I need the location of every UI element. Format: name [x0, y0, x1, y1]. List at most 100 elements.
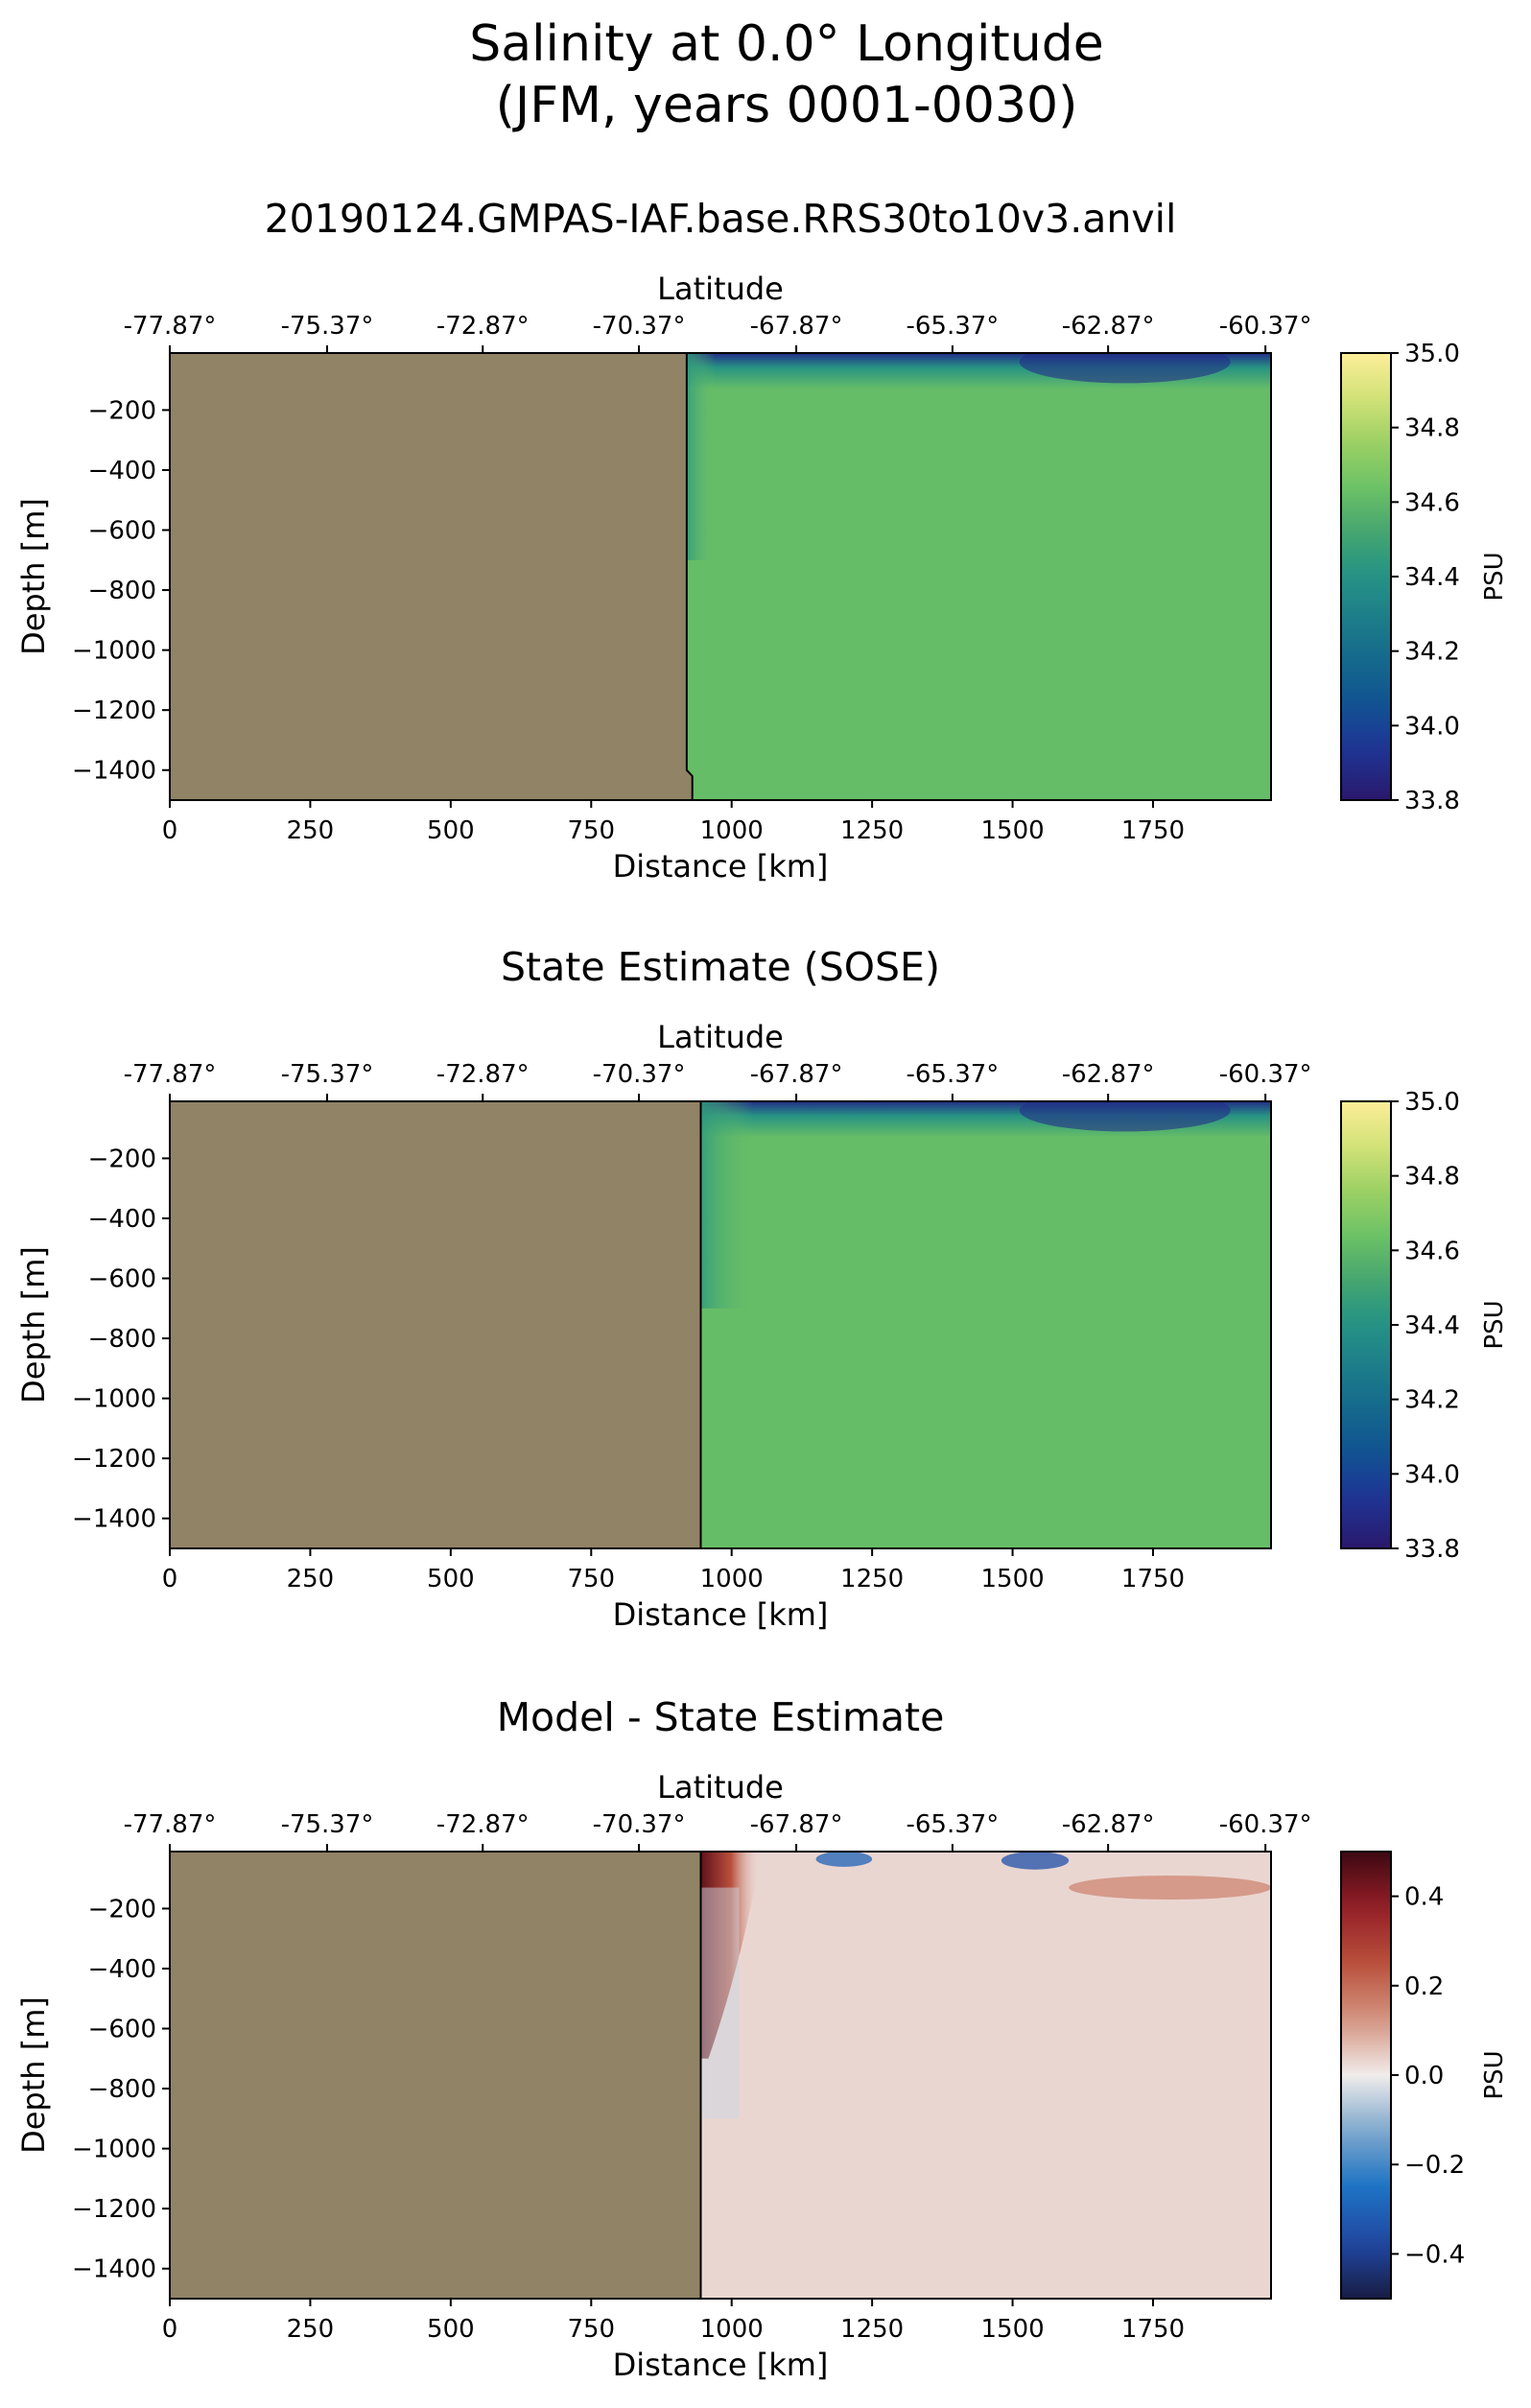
y-tick-label: −600 — [88, 1265, 156, 1294]
top-tick-label: -67.87° — [750, 1060, 843, 1089]
y-tick-label: −1200 — [72, 2195, 156, 2224]
x-axis-label: Distance [km] — [613, 848, 829, 885]
colorbar-tick-label: 33.8 — [1404, 1535, 1460, 1564]
colorbar-label: PSU — [1480, 2050, 1509, 2099]
x-tick-label: 1750 — [1121, 816, 1185, 845]
y-tick-label: −1400 — [72, 1505, 156, 1534]
x-tick-label: 1750 — [1121, 1565, 1185, 1594]
anomaly-positive_subsurface_anomaly — [1069, 1876, 1271, 1900]
y-tick-label: −800 — [88, 577, 156, 605]
land-mask — [170, 353, 693, 800]
colorbar-label: PSU — [1480, 552, 1509, 601]
y-tick-label: −200 — [88, 396, 156, 425]
top-tick-label: -72.87° — [436, 312, 530, 341]
salinity-field — [170, 1101, 1271, 1548]
colorbar-tick-label: 34.6 — [1404, 488, 1460, 517]
chart-panel-1: 20190124.GMPAS-IAF.base.RRS30to10v3.anvi… — [15, 196, 1509, 885]
colorbar-tick-label: −0.4 — [1404, 2240, 1465, 2269]
land-mask — [170, 1101, 701, 1548]
x-tick-label: 250 — [287, 2315, 335, 2344]
top-tick-label: -65.37° — [906, 1810, 999, 1839]
x-tick-label: 0 — [162, 1565, 178, 1594]
colorbar-tick-label: 34.0 — [1404, 1460, 1460, 1489]
colorbar-tick-label: 34.4 — [1404, 563, 1460, 592]
colorbar-tick-label: 0.4 — [1404, 1883, 1444, 1912]
colorbar-tick-label: 34.0 — [1404, 712, 1460, 741]
colorbar-tick-label: 34.4 — [1404, 1311, 1460, 1340]
top-tick-label: -62.87° — [1062, 1060, 1155, 1089]
x-tick-label: 750 — [567, 2315, 615, 2344]
x-tick-label: 0 — [162, 2315, 178, 2344]
chart-panel-2: State Estimate (SOSE) Latitude 0 250 500 750 1… — [15, 944, 1509, 1633]
top-tick-label: -60.37° — [1219, 312, 1312, 341]
y-tick-label: −1200 — [72, 1445, 156, 1474]
colorbar-tick-label: 34.8 — [1404, 1163, 1460, 1192]
panel-title: Model - State Estimate — [497, 1694, 945, 1740]
x-tick-label: 0 — [162, 816, 178, 845]
top-tick-label: -70.37° — [593, 312, 686, 341]
y-tick-label: −400 — [88, 1205, 156, 1234]
x-tick-label: 750 — [567, 1565, 615, 1594]
bathymetry-line — [685, 353, 694, 800]
axes-frame — [169, 1100, 1272, 1549]
colorbar-tick-label: 0.0 — [1404, 2062, 1444, 2090]
y-tick-label: −1000 — [72, 1385, 156, 1414]
top-tick-label: -60.37° — [1219, 1060, 1312, 1089]
top-tick-label: -70.37° — [593, 1810, 686, 1839]
top-tick-label: -65.37° — [906, 1060, 999, 1089]
salinity-field — [170, 1852, 1271, 2299]
top-tick-label: -72.87° — [436, 1810, 530, 1839]
colorbar-tick-label: 34.6 — [1404, 1237, 1460, 1265]
top-tick-label: -62.87° — [1062, 312, 1155, 341]
slope-negative-band — [700, 1887, 740, 2119]
y-tick-label: −200 — [88, 1145, 156, 1173]
top-tick-label: -60.37° — [1219, 1810, 1312, 1839]
y-axis-label: Depth [m] — [15, 1996, 52, 2154]
land-mask — [170, 1852, 701, 2299]
colorbar-tick-label: 0.2 — [1404, 1972, 1444, 2001]
y-tick-label: −400 — [88, 457, 156, 485]
x-tick-label: 1500 — [980, 1565, 1044, 1594]
y-tick-label: −400 — [88, 1955, 156, 1984]
colorbar-tick-label: 35.0 — [1404, 340, 1460, 368]
y-tick-label: −800 — [88, 1325, 156, 1354]
colorbar — [1340, 352, 1392, 801]
top-axis-label: Latitude — [657, 1769, 784, 1806]
axes-frame — [169, 352, 1272, 801]
panel-title: 20190124.GMPAS-IAF.base.RRS30to10v3.anvi… — [265, 196, 1177, 242]
x-tick-label: 1750 — [1121, 2315, 1185, 2344]
top-tick-label: -67.87° — [750, 1810, 843, 1839]
x-tick-label: 1000 — [700, 2315, 764, 2344]
y-axis-label: Depth [m] — [15, 1246, 52, 1404]
top-tick-label: -65.37° — [906, 312, 999, 341]
x-tick-label: 1000 — [700, 816, 764, 845]
x-tick-label: 500 — [427, 2315, 475, 2344]
x-tick-label: 1000 — [700, 1565, 764, 1594]
y-tick-label: −1400 — [72, 757, 156, 786]
y-tick-label: −1200 — [72, 696, 156, 725]
slope-fresh-band — [686, 353, 716, 560]
top-tick-label: -67.87° — [750, 312, 843, 341]
x-axis-label: Distance [km] — [613, 1596, 829, 1633]
x-tick-label: 250 — [287, 1565, 335, 1594]
top-axis-label: Latitude — [657, 271, 784, 307]
x-tick-label: 1500 — [980, 816, 1044, 845]
anomaly-negative_surface_anomaly — [815, 1852, 873, 1867]
anomaly-negative_surface_anomaly — [1001, 1852, 1070, 1870]
top-axis-label: Latitude — [657, 1019, 784, 1055]
surface-fresh-patch — [1019, 353, 1231, 384]
x-tick-label: 1500 — [980, 2315, 1044, 2344]
y-tick-label: −600 — [88, 2016, 156, 2044]
x-tick-label: 750 — [567, 816, 615, 845]
slope-fresh-band — [700, 1101, 754, 1309]
salinity-field — [170, 353, 1271, 800]
top-tick-label: -77.87° — [124, 1810, 217, 1839]
x-axis-label: Distance [km] — [613, 2347, 829, 2383]
panel-title: State Estimate (SOSE) — [501, 944, 940, 990]
colorbar — [1340, 1851, 1392, 2300]
colorbar-tick-label: −0.2 — [1404, 2151, 1465, 2180]
axes-frame — [169, 1851, 1272, 2300]
y-tick-label: −1000 — [72, 637, 156, 666]
top-tick-label: -77.87° — [124, 312, 217, 341]
